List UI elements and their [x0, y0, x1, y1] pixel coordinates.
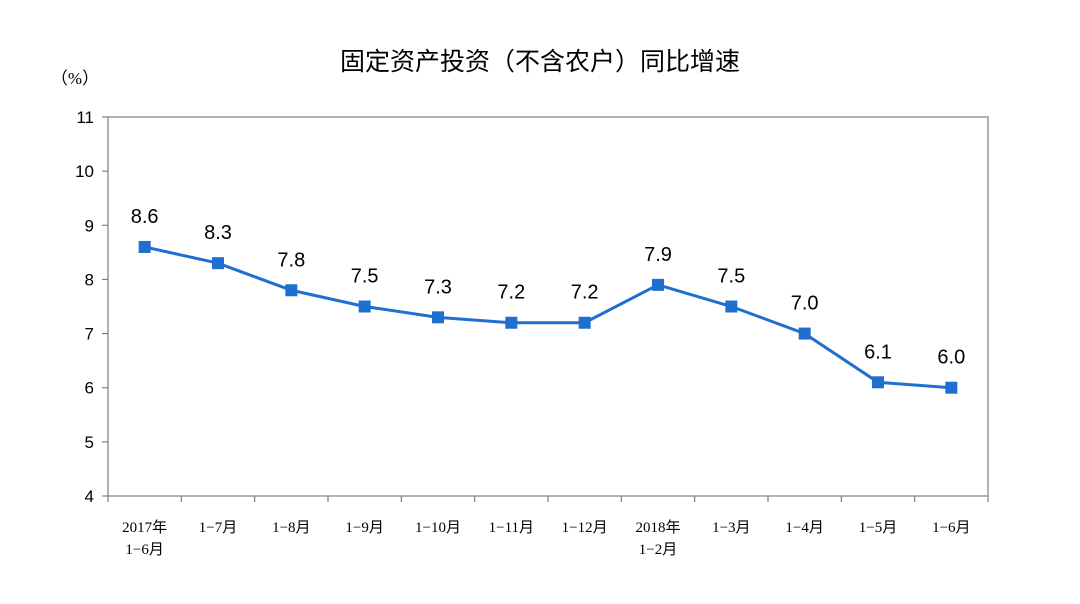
x-tick-label-line: 1−6月	[125, 542, 163, 558]
x-tick-label-line: 1−9月	[345, 520, 383, 536]
x-tick-label: 1−5月	[859, 520, 897, 536]
y-tick-label: 7	[85, 325, 94, 344]
data-label: 6.0	[937, 347, 965, 369]
y-tick-label: 10	[75, 162, 94, 181]
data-label: 7.8	[277, 249, 305, 271]
data-label: 8.3	[204, 222, 232, 244]
data-label: 6.1	[864, 341, 892, 363]
x-tick-label-line: 2017年	[122, 519, 167, 536]
data-labels: 8.6 8.3 7.8 7.5 7.3 7.2 7.2 7.9 7.5 7.0 6.1 6.0	[131, 206, 965, 369]
data-label: 7.5	[717, 266, 745, 288]
x-tick-label-line: 1−6月	[932, 520, 970, 536]
series-group	[138, 240, 958, 394]
x-tick-label: 2018年 1−2月	[635, 519, 680, 558]
data-label: 7.2	[571, 282, 599, 304]
data-point	[358, 300, 371, 313]
y-tick-label: 4	[85, 487, 94, 506]
data-point	[578, 316, 591, 329]
data-point	[138, 240, 151, 253]
data-label: 7.3	[424, 276, 452, 298]
data-point	[798, 327, 811, 340]
y-axis-unit: （%）	[51, 69, 99, 88]
y-tick-label: 8	[85, 270, 94, 289]
x-tick-labels: 2017年 1−6月 1−7月 1−8月 1−9月 1−10月 1−11月 1−12月 2018…	[122, 519, 970, 558]
y-tick-label: 6	[85, 379, 94, 398]
data-point	[285, 284, 298, 297]
x-tick-label: 1−7月	[199, 520, 237, 536]
data-point	[945, 381, 958, 394]
x-tick-label-line: 1−5月	[859, 520, 897, 536]
x-tick-label-line: 1−8月	[272, 520, 310, 536]
data-point	[505, 316, 518, 329]
x-tick-label-line: 1−11月	[489, 520, 534, 536]
y-tick-labels: 4 5 6 7 8 9 10 11	[75, 108, 94, 506]
series-line	[144, 245, 952, 390]
x-tick-label-line: 1−2月	[639, 542, 677, 558]
data-point	[432, 311, 444, 324]
x-tick-label: 1−4月	[785, 520, 823, 536]
x-tick-label: 2017年 1−6月	[122, 519, 167, 558]
data-point	[652, 278, 664, 291]
x-tick-label-line: 1−10月	[415, 520, 461, 536]
y-tick-label: 9	[85, 216, 94, 235]
x-tick-label: 1−9月	[345, 520, 383, 536]
x-tick-label: 1−3月	[712, 520, 750, 536]
data-label: 7.2	[497, 282, 525, 304]
data-label: 7.9	[644, 244, 672, 266]
plot-frame	[107, 116, 989, 497]
data-point	[725, 300, 738, 313]
chart-title: 固定资产投资（不含农户）同比增速	[340, 47, 740, 76]
x-tick-label-line: 1−12月	[562, 520, 608, 536]
x-tick-label-line: 1−3月	[712, 520, 750, 536]
data-point	[212, 257, 224, 270]
x-tick-label-line: 2018年	[635, 519, 680, 536]
x-tick-label-line: 1−7月	[199, 520, 237, 536]
x-tick-label: 1−10月	[415, 520, 461, 536]
y-tick-label: 11	[76, 108, 94, 127]
axes	[102, 116, 989, 502]
x-tick-label: 1−6月	[932, 520, 970, 536]
data-label: 7.5	[351, 266, 379, 288]
x-tick-label: 1−8月	[272, 520, 310, 536]
y-tick-label: 5	[85, 433, 94, 452]
x-tick-label: 1−11月	[489, 520, 534, 536]
data-point	[872, 376, 884, 389]
data-label: 7.0	[791, 293, 819, 315]
x-tick-label: 1−12月	[562, 520, 608, 536]
x-tick-label-line: 1−4月	[785, 520, 823, 536]
data-label: 8.6	[131, 206, 159, 228]
